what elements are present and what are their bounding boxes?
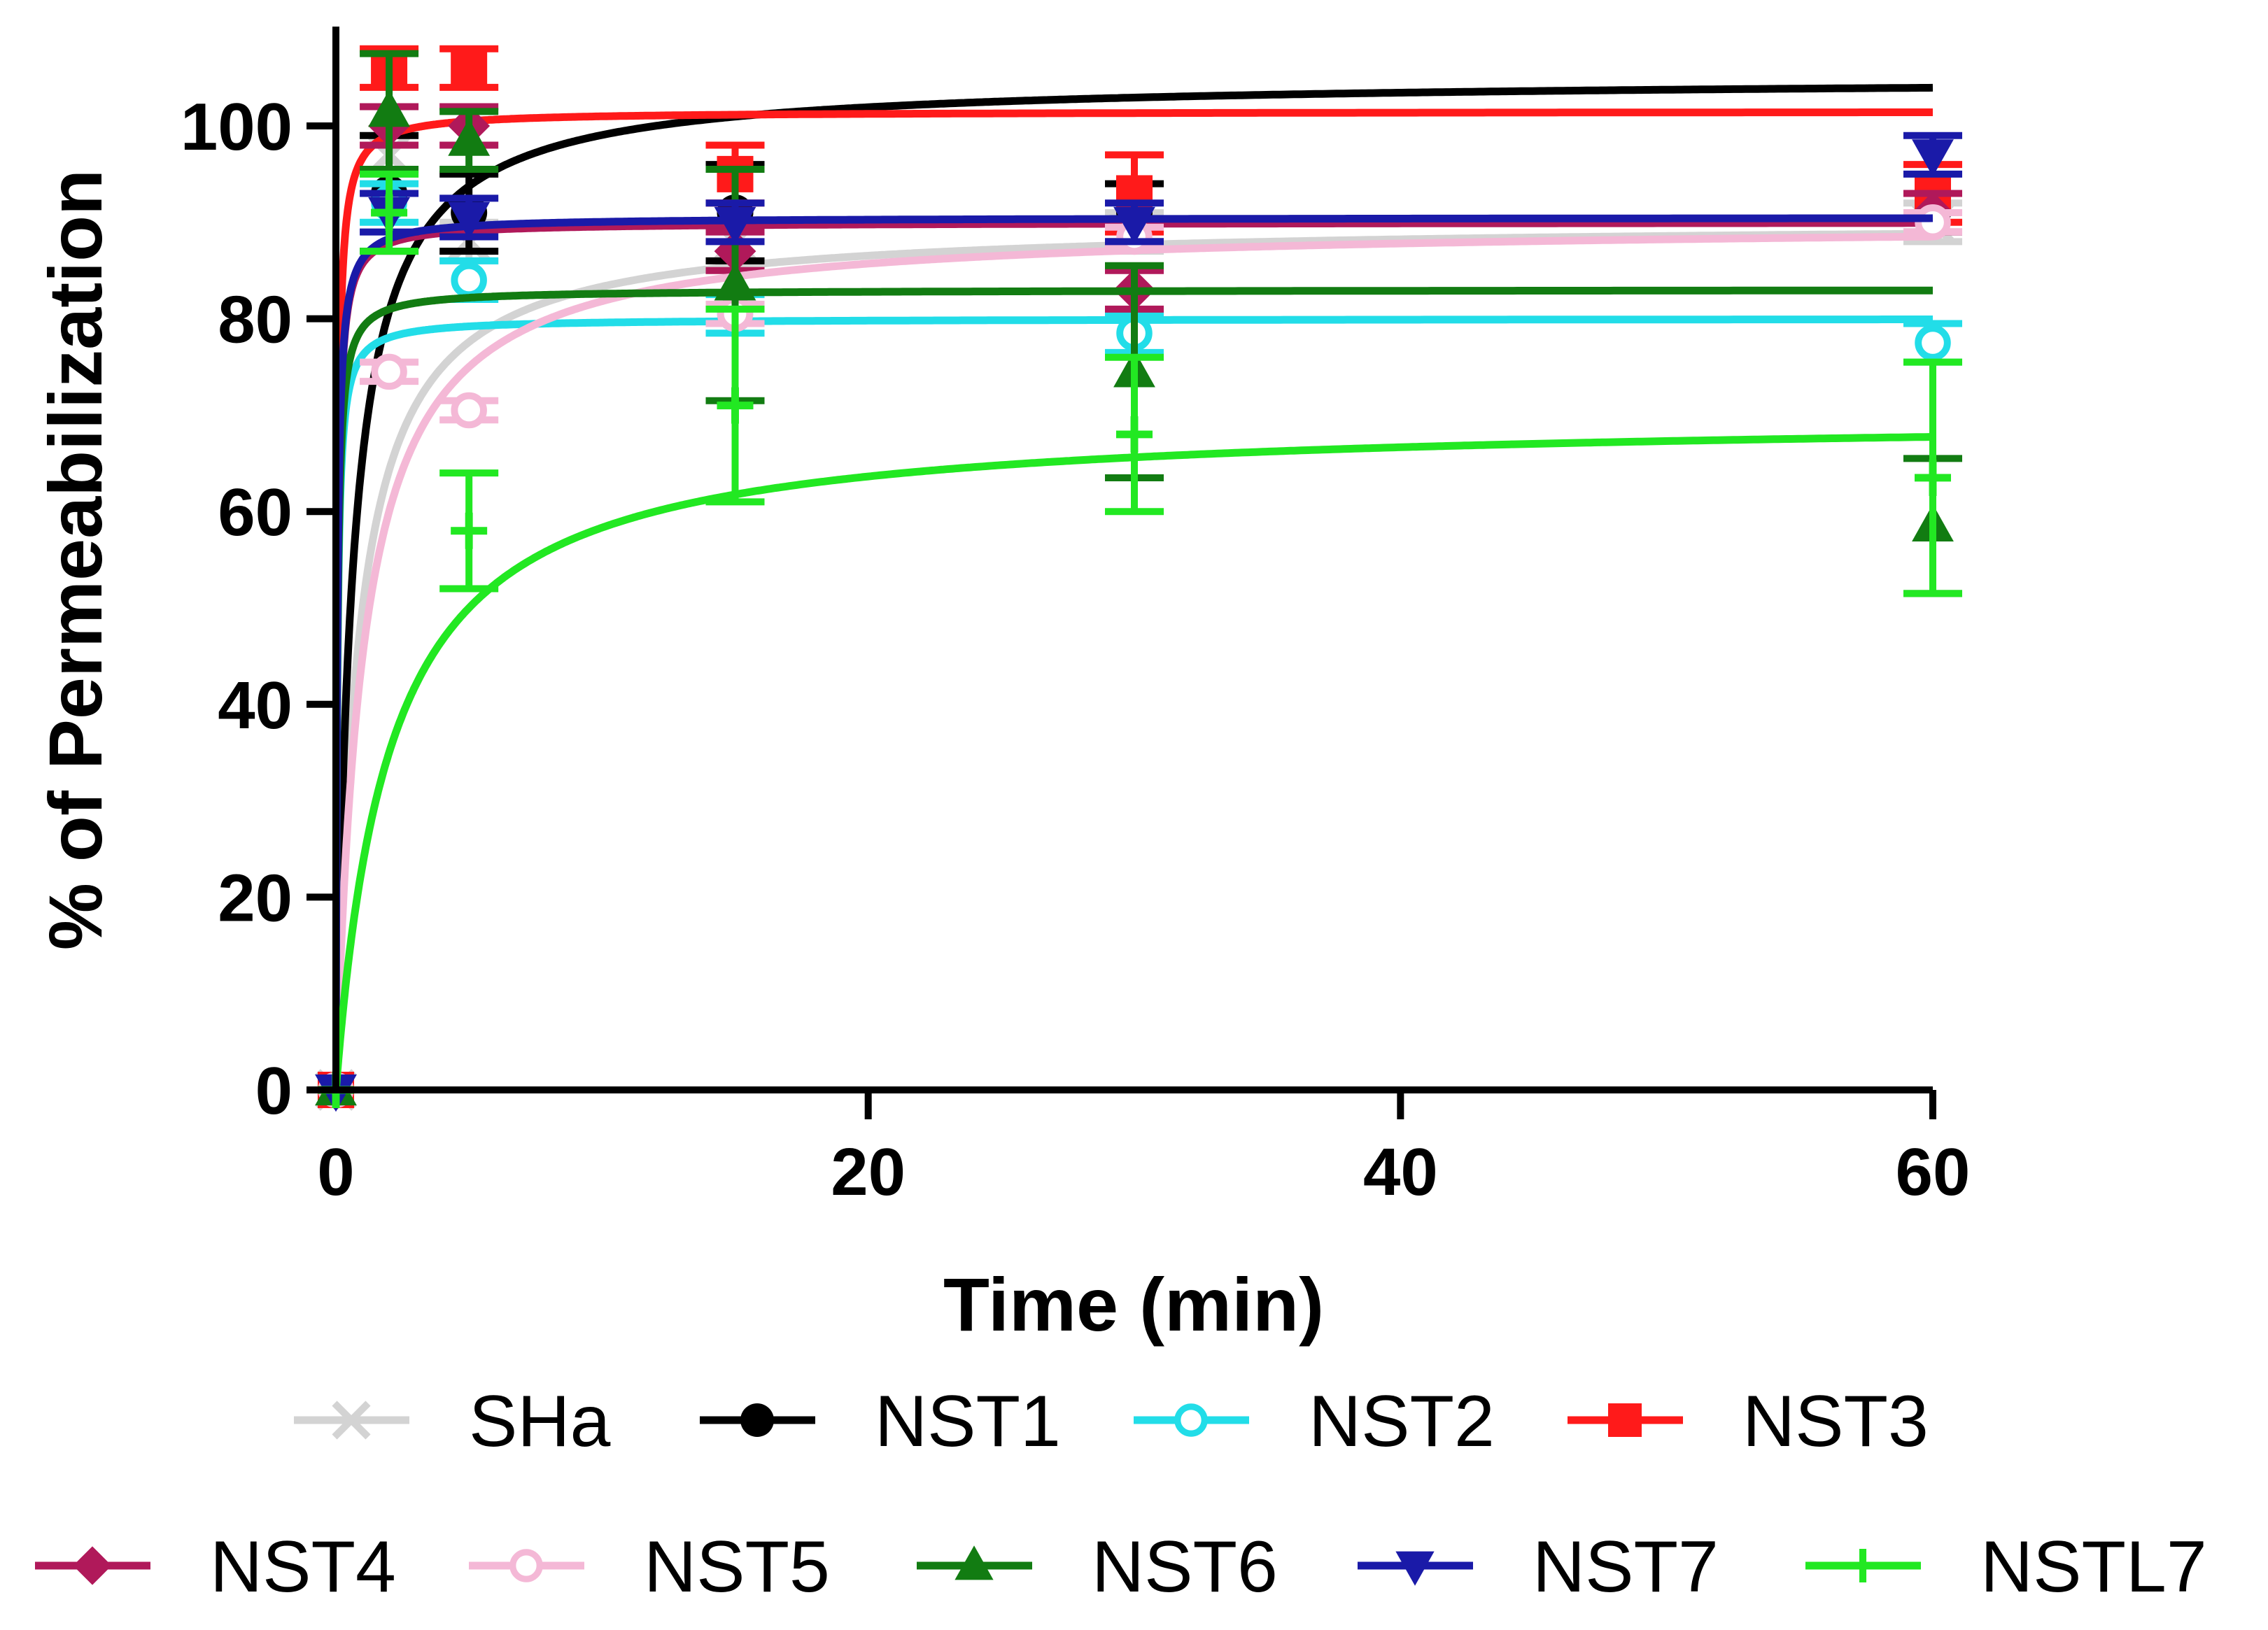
legend: SHa NST1 NST2 NST3 NST4 NST5 NST6 NST7 NSTL7 [35,1381,2207,1608]
point-nst6-1 [368,90,410,127]
legend-label-sha: SHa [469,1381,610,1462]
fit-curve-nst3 [336,108,1933,1090]
legend-item-nst7: NST7 [1358,1526,1719,1608]
legend-label-nstl7: NSTL7 [1980,1526,2207,1608]
y-tick-label-60: 60 [218,475,293,550]
point-nst3-2 [451,50,488,87]
series-nst6 [315,50,1962,1106]
legend-marker-nst6 [955,1545,994,1580]
y-tick-label-0: 0 [255,1054,293,1128]
legend-label-nst7: NST7 [1533,1526,1719,1608]
legend-label-nst4: NST4 [210,1526,396,1608]
legend-marker-nst2 [1174,1403,1208,1437]
series-nst4 [315,103,1962,1111]
legend-item-nst3: NST3 [1568,1381,1929,1462]
axes [332,27,1933,1093]
series-nst2 [318,180,1962,1108]
legend-item-nst2: NST2 [1134,1381,1495,1462]
point-nst5-5 [1915,204,1951,241]
fit-curve-nst6 [336,286,1933,1090]
point-nst7-4 [1113,206,1155,244]
point-nst2-5 [1915,325,1951,361]
x-tick-label-20: 20 [831,1135,906,1210]
point-nstl7-5 [1915,459,1951,496]
legend-item-nst1: NST1 [700,1381,1061,1462]
point-nstl7-1 [371,194,408,232]
y-tick-label-40: 40 [218,668,293,743]
legend-label-nst5: NST5 [644,1526,830,1608]
point-nst6-3 [714,263,756,301]
plot-area [315,45,1962,1112]
legend-label-nst3: NST3 [1742,1381,1929,1462]
legend-item-sha: SHa [294,1381,610,1462]
fit-curve-nstl7 [336,433,1934,1090]
point-nst7-3 [714,206,756,244]
y-tick-label-20: 20 [218,860,293,935]
point-nst5-2 [451,392,487,429]
point-nst6-2 [448,118,491,156]
legend-item-nst6: NST6 [917,1526,1278,1608]
legend-marker-nst5 [509,1549,543,1582]
point-nstl7-4 [1116,416,1153,453]
point-nst5-1 [371,353,407,390]
x-tick-label-0: 0 [317,1135,354,1210]
y-axis-title: % of Permeabilization [33,169,118,950]
legend-marker-nst4 [73,1546,112,1585]
legend-marker-nst3 [1608,1403,1642,1437]
x-ticks: 0 20 40 60 [317,1090,1970,1210]
series-nstl7 [318,170,1962,1108]
point-nst7-5 [1912,139,1954,177]
legend-marker-sha [332,1401,371,1440]
y-ticks: 0 20 40 60 80 100 [181,90,336,1128]
y-tick-label-100: 100 [181,90,293,164]
fit-curve-nst4 [336,219,1933,1090]
point-nstl7-2 [451,512,488,549]
fit-curve-nst2 [336,316,1933,1090]
legend-label-nst1: NST1 [875,1381,1061,1462]
x-axis-title: Time (min) [943,1262,1324,1347]
x-tick-label-40: 40 [1363,1135,1438,1210]
legend-marker-sha-stroke-b [332,1401,371,1440]
fit-curve-nst5 [336,232,1934,1090]
legend-marker-nstl7 [1846,1549,1880,1582]
legend-item-nstl7: NSTL7 [1805,1526,2207,1608]
point-nstl7-3 [717,387,754,424]
legend-marker-nst7 [1395,1551,1435,1586]
fit-curve-nst7 [336,214,1934,1090]
x-tick-label-60: 60 [1896,1135,1971,1210]
legend-label-nst2: NST2 [1309,1381,1495,1462]
legend-marker-nst1 [740,1403,774,1437]
y-tick-label-80: 80 [218,283,293,357]
legend-item-nst4: NST4 [35,1526,396,1608]
point-nst7-2 [448,201,491,240]
series-nst7 [315,132,1962,1112]
point-nst2-2 [451,262,487,299]
legend-label-nst6: NST6 [1092,1526,1278,1608]
legend-item-nst5: NST5 [469,1526,830,1608]
